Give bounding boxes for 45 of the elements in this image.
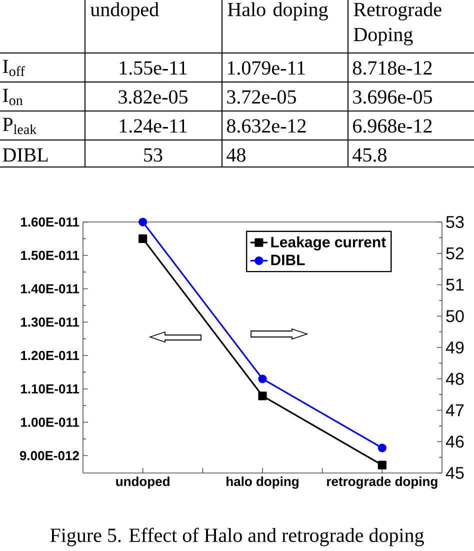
category-label: Halo doping [228,2,328,20]
y-tick-label: 1.00E-011 [21,418,80,427]
text: I$_{off}$ [2,60,25,76]
text: I$_{on}$ [2,88,23,106]
y2-tick-label: 51 [446,278,464,291]
category-label: undoped [90,2,159,20]
point [378,444,386,452]
caption: Figure 5. Effect of Halo and retrograde doping [50,528,424,546]
text: 53 [144,148,162,162]
text: 8.632e-12 [226,119,306,133]
y2-tick-label: 53 [446,216,464,228]
y2-tick-label: 50 [446,310,464,322]
y-tick-label: 1.60E-011 [21,217,80,227]
y-tick-label: 1.40E-011 [21,284,80,294]
text: 3.72e-05 [227,90,296,104]
text: DIBL [2,148,48,162]
text: P$_{leak}$ [2,118,37,134]
text: 3.82e-05 [118,90,188,104]
text: 48 [226,148,246,162]
y2-tick-label: 48 [446,372,464,385]
text: 8.718e-12 [352,61,432,75]
legend-label: Leakage current [271,236,386,250]
y-tick-label: 1.20E-011 [21,350,80,360]
legend-label: DIBL [271,254,305,266]
text: 3.696e-05 [353,90,432,104]
point [138,218,148,226]
y-tick-label: 1.30E-011 [21,318,80,327]
point [258,374,267,384]
text: 1.55e-11 [120,61,187,75]
x-tick-label: retrograde doping [327,476,438,489]
y2-tick-label: 52 [446,247,464,260]
text: 6.968e-12 [353,119,432,133]
y2-tick-label: 46 [446,436,464,448]
y2-tick-label: 47 [446,404,464,416]
y2-tick-label: 49 [446,341,464,354]
text: 45.8 [352,148,386,162]
x-tick-label: halo doping [226,476,298,489]
x-tick-label: undoped [116,476,170,489]
y-tick-label: 1.10E-011 [21,384,80,394]
y2-tick-label: 45 [446,467,464,479]
text: 1.079e-11 [228,61,305,75]
category-label: Retrograde Doping [354,2,442,46]
y-tick-label: 1.50E-011 [21,250,80,260]
y-tick-label: 9.00E-012 [20,451,79,460]
text: 1.24e-11 [120,119,187,133]
